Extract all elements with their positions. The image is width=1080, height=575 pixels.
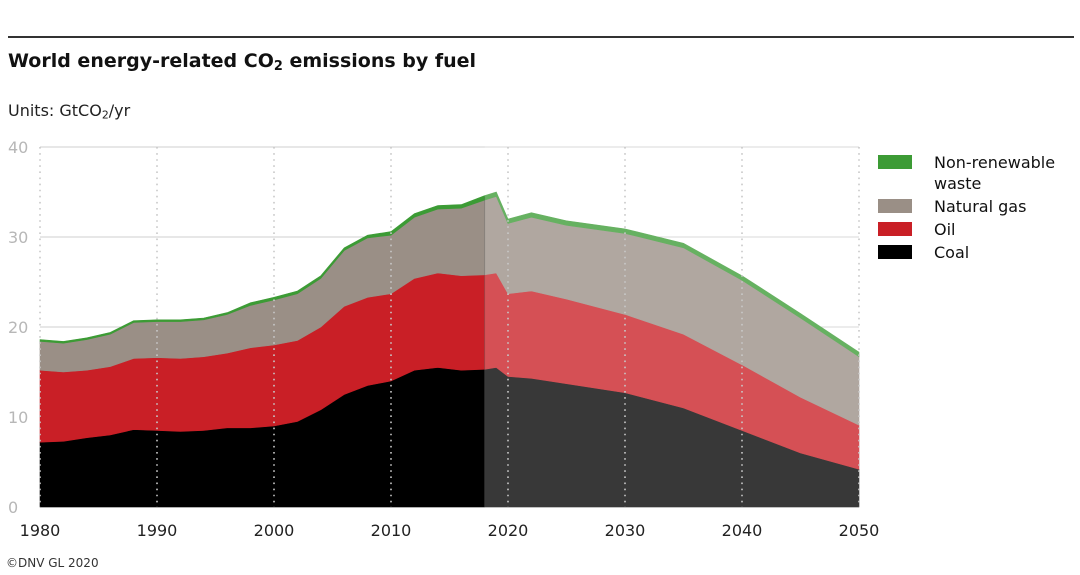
legend: Non-renewable waste Natural gas Oil Coal: [878, 152, 1078, 265]
legend-swatch-natural-gas: [878, 199, 912, 213]
legend-item-natural-gas: Natural gas: [878, 196, 1078, 217]
legend-item-coal: Coal: [878, 242, 1078, 263]
stacked-areas: [39, 191, 860, 508]
y-tick-label-20: 20: [8, 318, 28, 337]
x-tick-label-2040: 2040: [722, 521, 763, 540]
legend-swatch-oil: [878, 222, 912, 236]
legend-swatch-waste: [878, 155, 912, 169]
y-axis-ticks: 0 10 20 30 40: [8, 138, 28, 517]
chart-title-subscript: 2: [273, 59, 283, 75]
chart-title-prefix: World energy-related CO: [8, 50, 274, 72]
legend-item-waste: Non-renewable waste: [878, 152, 1078, 194]
x-tick-label-1990: 1990: [137, 521, 178, 540]
legend-label-oil: Oil: [934, 220, 956, 239]
x-tick-label-2000: 2000: [254, 521, 295, 540]
x-tick-label-2050: 2050: [839, 521, 880, 540]
units-suffix: /yr: [108, 101, 131, 120]
y-tick-label-0: 0: [8, 498, 18, 517]
legend-swatch-coal: [878, 245, 912, 259]
legend-item-oil: Oil: [878, 219, 1078, 240]
chart-title-suffix: emissions by fuel: [282, 50, 477, 72]
x-tick-label-2010: 2010: [371, 521, 412, 540]
units-subscript: 2: [101, 108, 109, 122]
legend-label-coal: Coal: [934, 243, 970, 262]
units-label: Units: GtCO2/yr: [8, 101, 131, 122]
legend-label-natural-gas: Natural gas: [934, 197, 1027, 216]
y-tick-label-30: 30: [8, 228, 28, 247]
projection-shade: [484, 142, 861, 512]
x-tick-label-2020: 2020: [488, 521, 529, 540]
y-tick-label-40: 40: [8, 138, 28, 157]
area-non-renewable-waste: [39, 191, 860, 358]
y-tick-label-10: 10: [8, 408, 28, 427]
top-rule: [8, 36, 1074, 38]
legend-label-waste: Non-renewable waste: [934, 153, 1056, 193]
x-tick-label-1980: 1980: [20, 521, 61, 540]
x-tick-label-2030: 2030: [605, 521, 646, 540]
chart-title: World energy-related CO2 emissions by fu…: [8, 50, 477, 75]
x-axis-ticks: 1980 1990 2000 2010 2020 2030 2040 2050: [20, 521, 880, 540]
chart-overlay: [39, 142, 861, 512]
copyright: ©DNV GL 2020: [6, 556, 99, 570]
units-prefix: Units: GtCO: [8, 101, 102, 120]
